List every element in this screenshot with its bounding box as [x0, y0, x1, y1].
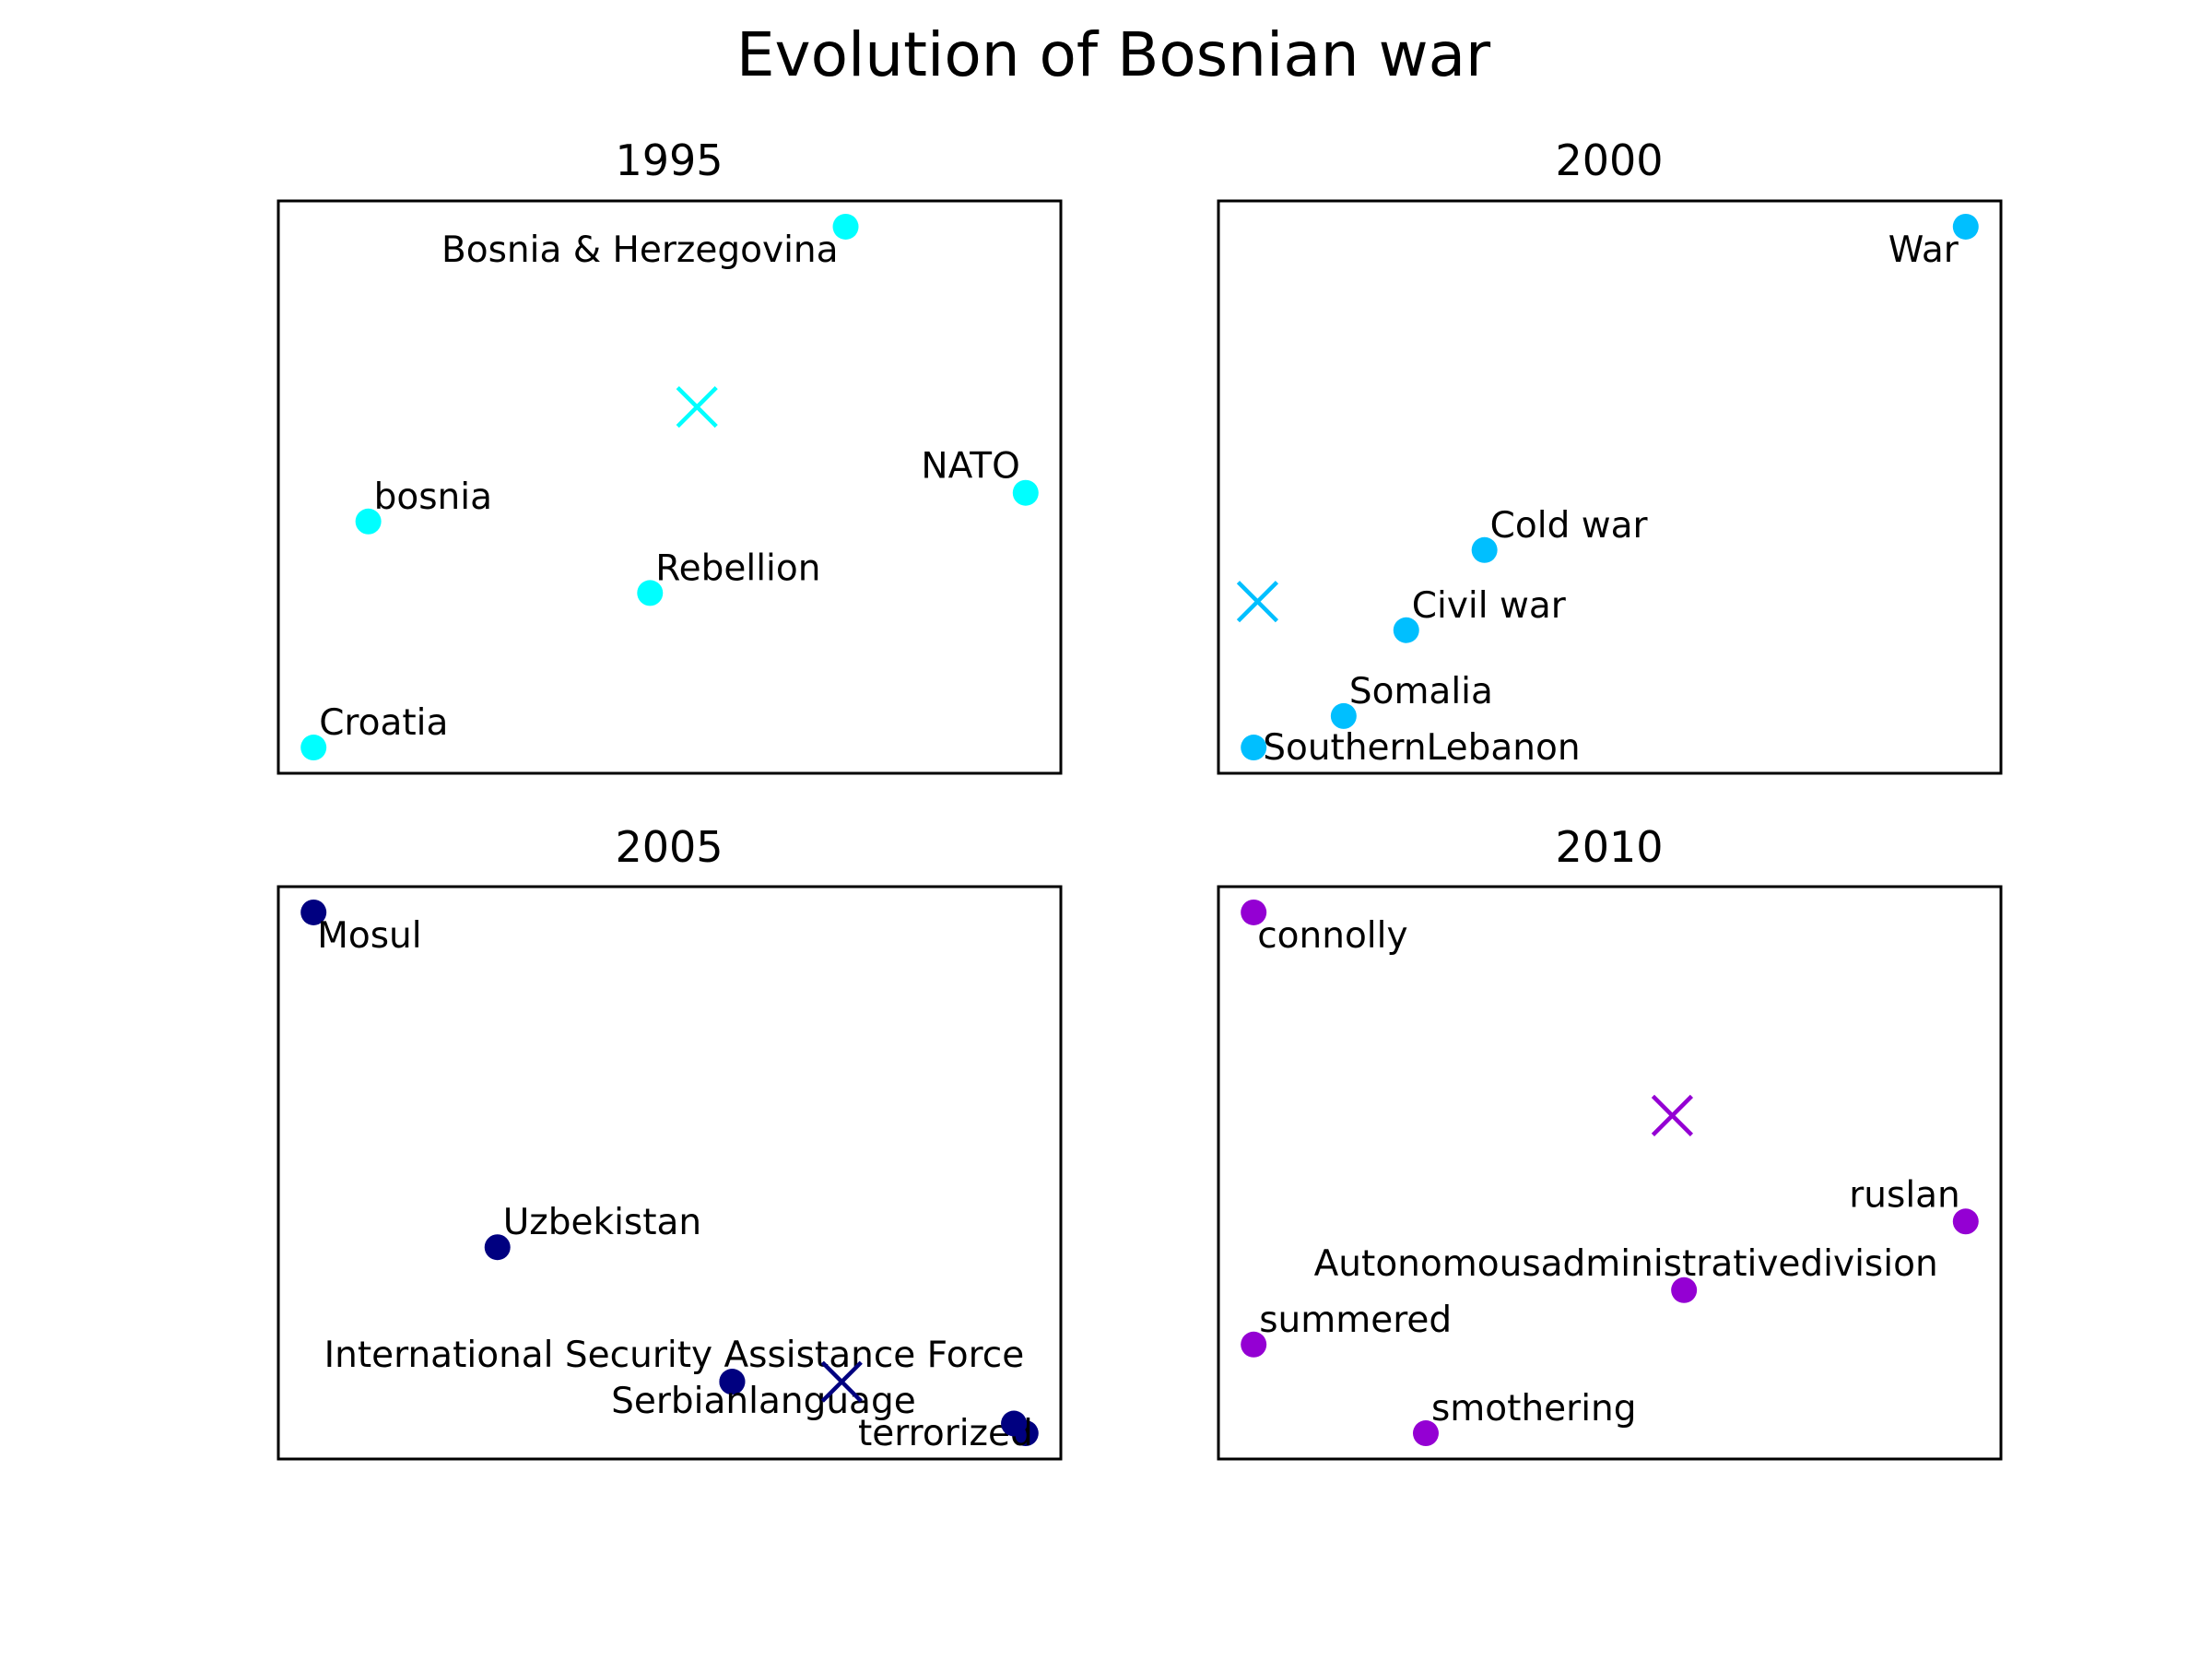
point-label: International Security Assistance Force: [324, 1335, 1025, 1376]
plot-area: Mosul Uzbekistan International Security As…: [300, 899, 1039, 1454]
point-label: Somalia: [1349, 671, 1493, 712]
axes-frame: [1217, 199, 2003, 775]
subplot-1995: 1995 Bosnia & Herzegovina NATO bosnia Rebel…: [276, 135, 1063, 775]
scatter-point: [1012, 479, 1039, 506]
scatter-point: [1671, 1277, 1698, 1303]
centroid-x-marker: [1236, 581, 1279, 623]
point-label: bosnia: [374, 477, 492, 518]
point-label: Mosul: [317, 915, 421, 957]
scatter-point: [1330, 702, 1357, 729]
centroid-x-marker: [820, 1360, 863, 1403]
scatter-point: [300, 899, 327, 925]
point-label: Civil war: [1412, 585, 1567, 627]
scatter-point: [1471, 536, 1498, 563]
point-label: SouthernLebanon: [1263, 727, 1580, 769]
point-label: smothering: [1431, 1388, 1637, 1430]
point-label: Bosnia & Herzegovina: [441, 229, 839, 271]
subplot-2005: 2005 Mosul Uzbekistan International Securi…: [276, 822, 1063, 1461]
scatter-point: [355, 508, 382, 535]
scatter-point: [1952, 1208, 1979, 1235]
point-label: ruslan: [1849, 1174, 1960, 1216]
scatter-point: [1241, 1331, 1267, 1358]
point-label: connolly: [1257, 915, 1407, 957]
axes-frame: [276, 885, 1063, 1461]
figure-title: Evolution of Bosnian war: [736, 19, 1491, 90]
centroid-x-marker: [676, 385, 718, 429]
point-label: Rebellion: [655, 547, 820, 589]
scatter-point: [1393, 617, 1419, 643]
scatter-point: [1412, 1420, 1439, 1447]
scatter-point: [1241, 899, 1267, 925]
scatter-point: [1001, 1410, 1028, 1437]
point-label: Autonomousadministrativedivision: [1314, 1243, 1938, 1285]
point-label: Cold war: [1490, 505, 1649, 547]
scatter-point: [484, 1234, 511, 1261]
point-label: Croatia: [319, 702, 448, 744]
point-label: Uzbekistan: [503, 1202, 701, 1243]
subplot-2010: 2010 connolly ruslan Autonomousadministrat…: [1217, 822, 2003, 1461]
subplot-title: 1995: [615, 135, 723, 185]
plot-area: connolly ruslan Autonomousadministrativedi…: [1241, 899, 1979, 1447]
scatter-point: [1241, 735, 1267, 761]
axes-frame: [1217, 885, 2003, 1461]
point-label: NATO: [921, 446, 1019, 488]
axes-frame: [276, 199, 1063, 775]
plot-area: War Cold war Civil war Somalia SouthernLeban…: [1236, 213, 1979, 769]
plot-area: Bosnia & Herzegovina NATO bosnia Rebellion C…: [300, 213, 1039, 761]
point-label: War: [1888, 229, 1959, 271]
centroid-x-marker: [1651, 1094, 1694, 1136]
point-label: summered: [1259, 1300, 1452, 1341]
scatter-point: [300, 735, 327, 761]
scatter-point: [637, 580, 664, 606]
scatter-point: [1952, 213, 1979, 240]
scatter-point: [719, 1369, 746, 1395]
point-label: Serbianlanguage: [611, 1381, 916, 1422]
subplot-title: 2000: [1555, 135, 1663, 185]
subplot-title: 2010: [1555, 822, 1663, 872]
scatter-point: [832, 213, 859, 240]
subplot-title: 2005: [615, 822, 723, 872]
subplot-2000: 2000 War Cold war Civil war Somalia Southern…: [1217, 135, 2003, 775]
